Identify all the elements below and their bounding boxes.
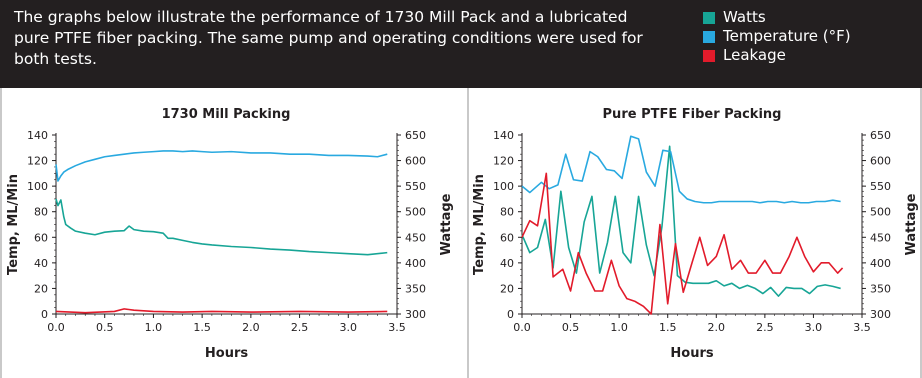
legend: Watts Temperature (°F) Leakage bbox=[703, 8, 851, 65]
y2-tick-label: 400 bbox=[405, 257, 426, 270]
y-tick-label: 60 bbox=[34, 231, 48, 244]
chart-title: 1730 Mill Packing bbox=[162, 107, 291, 122]
x-tick-label: 1.5 bbox=[659, 321, 677, 334]
y-tick-label: 20 bbox=[500, 282, 514, 295]
x-tick-label: 2.0 bbox=[242, 321, 260, 334]
y-axis-label: Temp, ML/Min bbox=[472, 174, 487, 275]
y-tick-label: 20 bbox=[34, 282, 48, 295]
x-axis-label: Hours bbox=[670, 346, 713, 361]
x-tick-label: 2.5 bbox=[291, 321, 309, 334]
y-tick-label: 40 bbox=[500, 257, 514, 270]
y2-tick-label: 600 bbox=[870, 155, 891, 168]
series-line-temperature-f bbox=[55, 150, 388, 182]
chart-panel-mill-packing: 1730 Mill Packing 0 20 40 60 80 100 120 140 300 35… bbox=[6, 107, 454, 361]
x-tick-label: 1.5 bbox=[193, 321, 211, 334]
y-tick-label: 80 bbox=[500, 206, 514, 219]
y2-tick-label: 500 bbox=[405, 206, 426, 219]
legend-swatch-temperature bbox=[703, 30, 715, 43]
x-tick-label: 0.5 bbox=[562, 321, 580, 334]
y2-tick-label: 650 bbox=[405, 129, 426, 142]
series-line-leakage bbox=[55, 308, 388, 314]
x-tick-label: 2.5 bbox=[756, 321, 774, 334]
y-tick-label: 80 bbox=[34, 206, 48, 219]
y2-tick-label: 650 bbox=[870, 129, 891, 142]
legend-label-temperature: Temperature (°F) bbox=[723, 27, 851, 45]
x-tick-label: 0.0 bbox=[47, 321, 65, 334]
y-tick-label: 120 bbox=[493, 155, 514, 168]
charts-area: 1730 Mill Packing 0 20 40 60 80 100 120 140 300 35… bbox=[0, 88, 922, 378]
y-tick-label: 100 bbox=[27, 180, 48, 193]
series-line-watts bbox=[55, 198, 388, 256]
charts-svg: 1730 Mill Packing 0 20 40 60 80 100 120 140 300 35… bbox=[0, 88, 922, 378]
legend-swatch-watts bbox=[703, 11, 715, 24]
x-tick-label: 3.0 bbox=[340, 321, 358, 334]
x-tick-label: 3.5 bbox=[388, 321, 406, 334]
y-tick-label: 100 bbox=[493, 180, 514, 193]
y-tick-label: 140 bbox=[493, 129, 514, 142]
x-axis-label: Hours bbox=[205, 346, 248, 361]
y-tick-label: 0 bbox=[41, 308, 48, 321]
legend-swatch-leakage bbox=[703, 49, 715, 62]
legend-item-temperature: Temperature (°F) bbox=[703, 27, 851, 46]
x-tick-label: 1.0 bbox=[145, 321, 163, 334]
x-tick-label: 0.0 bbox=[513, 321, 531, 334]
y2-tick-label: 400 bbox=[870, 257, 891, 270]
header-banner: The graphs below illustrate the performa… bbox=[0, 0, 922, 88]
chart-panel-ptfe-packing: Pure PTFE Fiber Packing 0 20 40 60 80 100 120 14… bbox=[472, 107, 919, 361]
y2-tick-label: 350 bbox=[405, 282, 426, 295]
y2-tick-label: 550 bbox=[870, 180, 891, 193]
y-tick-label: 140 bbox=[27, 129, 48, 142]
y2-tick-label: 350 bbox=[870, 282, 891, 295]
y-tick-label: 120 bbox=[27, 155, 48, 168]
y2-axis-label: Wattage bbox=[439, 193, 454, 255]
series-line-leakage bbox=[521, 172, 844, 315]
x-tick-label: 3.0 bbox=[805, 321, 823, 334]
x-tick-label: 0.5 bbox=[96, 321, 114, 334]
legend-item-leakage: Leakage bbox=[703, 46, 851, 65]
y2-tick-label: 300 bbox=[870, 308, 891, 321]
y-tick-label: 0 bbox=[507, 308, 514, 321]
y2-tick-label: 300 bbox=[405, 308, 426, 321]
y2-tick-label: 500 bbox=[870, 206, 891, 219]
y2-tick-label: 450 bbox=[870, 231, 891, 244]
x-tick-label: 1.0 bbox=[610, 321, 628, 334]
y-axis-label: Temp, ML/Min bbox=[6, 174, 21, 275]
legend-label-watts: Watts bbox=[723, 8, 766, 26]
description-text: The graphs below illustrate the performa… bbox=[14, 8, 643, 68]
chart-title: Pure PTFE Fiber Packing bbox=[603, 107, 782, 122]
y2-tick-label: 450 bbox=[405, 231, 426, 244]
x-tick-label: 3.5 bbox=[853, 321, 871, 334]
legend-label-leakage: Leakage bbox=[723, 46, 786, 64]
y2-tick-label: 550 bbox=[405, 180, 426, 193]
y-tick-label: 40 bbox=[34, 257, 48, 270]
legend-item-watts: Watts bbox=[703, 8, 851, 27]
y-tick-label: 60 bbox=[500, 231, 514, 244]
series-line-temperature-f bbox=[521, 135, 841, 204]
y2-tick-label: 600 bbox=[405, 155, 426, 168]
x-tick-label: 2.0 bbox=[708, 321, 726, 334]
y2-axis-label: Wattage bbox=[904, 193, 919, 255]
